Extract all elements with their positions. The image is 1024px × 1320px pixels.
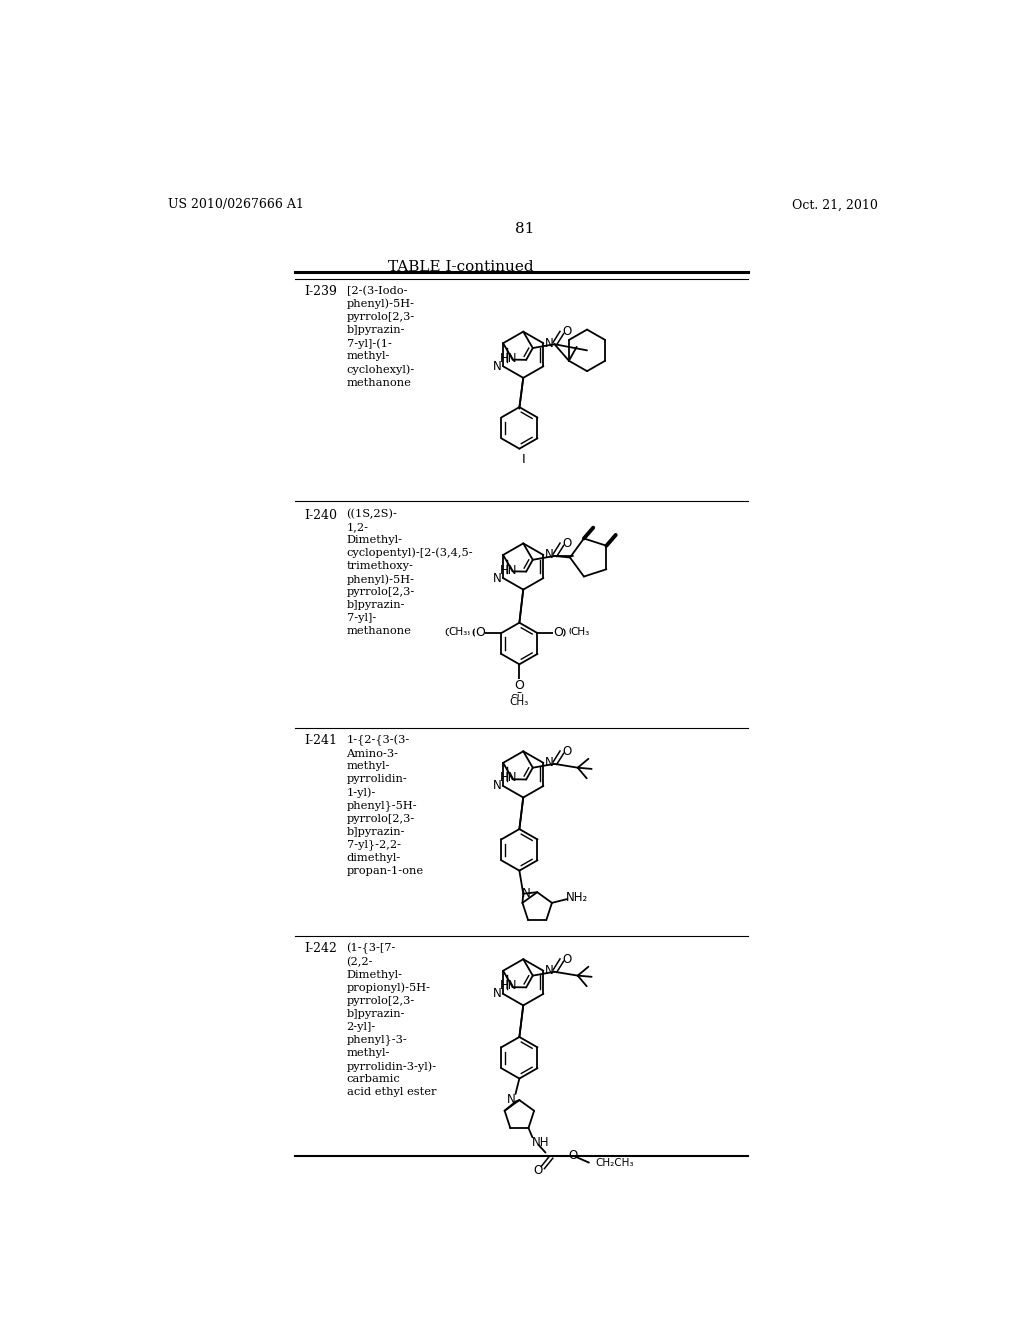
Text: I-239: I-239 xyxy=(305,285,338,298)
Text: N: N xyxy=(545,756,554,770)
Text: HN: HN xyxy=(500,352,517,364)
Text: HN: HN xyxy=(500,771,517,784)
Text: N: N xyxy=(493,779,502,792)
Text: O: O xyxy=(556,627,565,640)
Text: Oct. 21, 2010: Oct. 21, 2010 xyxy=(793,198,879,211)
Text: I: I xyxy=(521,453,525,466)
Text: N: N xyxy=(493,360,502,372)
Text: N: N xyxy=(522,887,530,900)
Text: N: N xyxy=(507,1093,516,1106)
Text: O: O xyxy=(534,1164,543,1177)
Text: O: O xyxy=(562,326,571,338)
Text: O: O xyxy=(472,627,481,640)
Text: N: N xyxy=(493,987,502,1001)
Text: CH₃: CH₃ xyxy=(570,627,590,638)
Text: TABLE I-continued: TABLE I-continued xyxy=(388,260,535,275)
Text: CH₂CH₃: CH₂CH₃ xyxy=(595,1158,634,1168)
Text: CH₃: CH₃ xyxy=(568,627,587,636)
Text: CH₃: CH₃ xyxy=(510,693,528,704)
Text: N: N xyxy=(493,572,502,585)
Text: (1-{3-[7-
(2,2-
Dimethyl-
propionyl)-5H-
pyrrolo[2,3-
b]pyrazin-
2-yl]-
phenyl}-: (1-{3-[7- (2,2- Dimethyl- propionyl)-5H-… xyxy=(346,942,436,1097)
Text: O: O xyxy=(473,627,482,640)
Text: CH₃: CH₃ xyxy=(449,627,468,638)
Text: N: N xyxy=(545,337,554,350)
Text: HN: HN xyxy=(500,979,517,993)
Text: 81: 81 xyxy=(515,222,535,235)
Text: O: O xyxy=(562,744,571,758)
Text: O: O xyxy=(562,537,571,550)
Text: O: O xyxy=(568,1150,578,1162)
Text: CH₃: CH₃ xyxy=(453,627,470,636)
Text: CH₃: CH₃ xyxy=(444,628,464,638)
Text: CH₃: CH₃ xyxy=(510,697,529,708)
Text: NH: NH xyxy=(532,1137,550,1150)
Text: NH₂: NH₂ xyxy=(565,891,588,904)
Text: O: O xyxy=(554,626,563,639)
Text: O: O xyxy=(562,953,571,966)
Text: N: N xyxy=(545,548,554,561)
Text: [2-(3-Iodo-
phenyl)-5H-
pyrrolo[2,3-
b]pyrazin-
7-yl]-(1-
methyl-
cyclohexyl)-
m: [2-(3-Iodo- phenyl)-5H- pyrrolo[2,3- b]p… xyxy=(346,285,415,388)
Text: I-241: I-241 xyxy=(305,734,338,747)
Text: O: O xyxy=(475,626,485,639)
Text: ((1S,2S)-
1,2-
Dimethyl-
cyclopentyl)-[2-(3,4,5-
trimethoxy-
phenyl)-5H-
pyrrolo: ((1S,2S)- 1,2- Dimethyl- cyclopentyl)-[2… xyxy=(346,508,473,636)
Text: O: O xyxy=(515,682,524,696)
Text: O: O xyxy=(514,678,524,692)
Text: HN: HN xyxy=(500,564,517,577)
Text: US 2010/0267666 A1: US 2010/0267666 A1 xyxy=(168,198,304,211)
Text: N: N xyxy=(545,964,554,977)
Text: I-240: I-240 xyxy=(305,508,338,521)
Text: 1-{2-{3-(3-
Amino-3-
methyl-
pyrrolidin-
1-yl)-
phenyl}-5H-
pyrrolo[2,3-
b]pyraz: 1-{2-{3-(3- Amino-3- methyl- pyrrolidin-… xyxy=(346,734,424,876)
Text: I-242: I-242 xyxy=(305,942,338,956)
